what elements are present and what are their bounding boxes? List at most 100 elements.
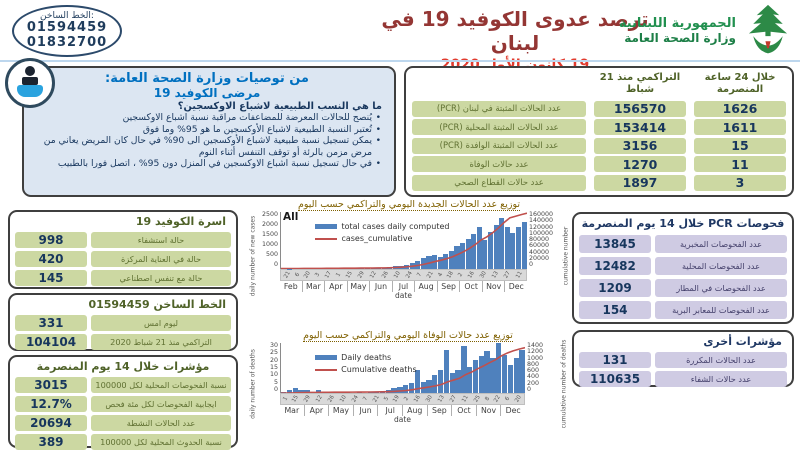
chart-title: توزيع عدد الحالات الجديدة اليومي والتراك… xyxy=(297,199,521,211)
x-axis-label: date xyxy=(395,290,412,300)
table-corner xyxy=(412,70,586,98)
bar xyxy=(507,364,513,394)
x-tick-day: 12 xyxy=(368,270,378,280)
ministry-line1: الجمهورية اللبنانية xyxy=(618,15,736,31)
covid-beds-box: اسرة الكوفيد 19 حالة استشفاء 998 حالة في … xyxy=(8,210,238,289)
table-row-label: عدد الحالات المثبتة الوافدة (PCR) xyxy=(412,137,586,154)
stat-value: 998 xyxy=(15,232,87,248)
bar xyxy=(443,349,450,394)
bar xyxy=(455,369,461,394)
ministry-line2: وزارة الصحة العامة xyxy=(624,30,736,45)
stat-value: 331 xyxy=(15,315,87,331)
x-tick-day: 26 xyxy=(327,394,336,404)
y-tick: 0 xyxy=(273,386,278,394)
daily-deaths-chart: توزيع عدد حالات الوفاة اليومي والتراكمي … xyxy=(248,330,568,448)
legend-item: Daily deaths xyxy=(315,353,416,362)
other-indicators-box: مؤشرات أخرى عدد الحالات المكررة 131 عدد ح… xyxy=(572,330,794,387)
y-tick: 500 xyxy=(265,251,278,259)
month-label: Nov xyxy=(481,280,505,292)
beds-box-title: اسرة الكوفيد 19 xyxy=(135,215,226,228)
y-tick: 140000 xyxy=(529,217,554,225)
bar xyxy=(420,258,426,269)
x-tick-day: 29 xyxy=(356,270,366,280)
y-tick: 20 xyxy=(269,356,278,364)
x-tick-day: 10 xyxy=(392,270,402,280)
y-tick: 0 xyxy=(273,261,278,269)
x-axis-label: date xyxy=(394,415,411,425)
x-tick-day: 12 xyxy=(315,394,324,404)
bar xyxy=(493,224,499,269)
page-title-block: ترصد عدوى الكوفيد 19 في لبنان 19 كانون ا… xyxy=(375,7,655,73)
bar xyxy=(449,373,455,394)
x-tick-day: 16 xyxy=(412,394,422,404)
x-tick-day: 16 xyxy=(467,270,476,280)
table-row-label: عدد الحالات المثبتة في لبنان (PCR) xyxy=(412,100,586,117)
bar xyxy=(467,366,473,394)
stat-value: 13845 xyxy=(579,235,651,253)
y-tick: 10 xyxy=(269,371,278,379)
chart-legend: total cases daily computed cases_cumulati… xyxy=(315,222,449,243)
x-axis-months: Feb Mar Apr May Jun Jul Aug Sep Oct Nov Dec xyxy=(280,280,527,292)
legend-item: total cases daily computed xyxy=(315,222,449,231)
bar-swatch xyxy=(315,224,338,229)
recommendation-bullet: يُنصح للحالات المعرضة للمضاعفات مراقبة ن… xyxy=(32,112,382,124)
table-row-cumulative: 156570 xyxy=(594,100,686,117)
plot-area: Daily deaths Cumulative deaths xyxy=(280,343,525,394)
stat-label: عدد الحالات المكررة xyxy=(655,352,787,368)
y-tick: 0 xyxy=(527,386,532,394)
x-tick-day: 21 xyxy=(371,394,381,404)
y-tick: 200 xyxy=(527,379,540,387)
x-tick-day: 25 xyxy=(472,394,482,404)
chart-corner-label: All xyxy=(283,211,299,223)
table-row-daily: 11 xyxy=(694,156,786,172)
legend-label: total cases daily computed xyxy=(341,222,450,231)
month-label: May xyxy=(328,405,353,417)
x-tick-day: 17 xyxy=(323,270,333,280)
table-row-label: عدد حالات الوفاة xyxy=(412,156,586,172)
bar xyxy=(292,388,298,394)
month-label: Mar xyxy=(301,280,325,292)
month-label: Feb xyxy=(283,281,298,291)
bar xyxy=(519,349,525,394)
y-axis-label-right: cumulative number xyxy=(562,226,569,286)
month-label: Sep xyxy=(436,280,460,292)
y-tick: 15 xyxy=(269,364,278,372)
y-tick: 100000 xyxy=(529,229,554,237)
stat-label: حالة مع تنفس اصطناعي xyxy=(91,270,231,286)
recommendations-box: من توصيات وزارة الصحة العامة: مرضى الكوف… xyxy=(22,66,396,197)
month-label: Dec xyxy=(504,280,527,292)
bar xyxy=(408,383,415,394)
month-label: Sep xyxy=(426,405,452,417)
x-tick-day: 30 xyxy=(479,270,488,280)
stat-label: عدد حالات الشفاء xyxy=(655,371,787,387)
x-tick-day: 24 xyxy=(405,270,414,280)
bar xyxy=(471,234,477,269)
month-label: Dec xyxy=(500,405,525,417)
month-label: Apr xyxy=(324,280,347,292)
y-tick: 600 xyxy=(527,367,540,375)
y-tick: 0 xyxy=(529,261,534,269)
stat-value: 389 xyxy=(15,434,87,450)
y-tick: 40000 xyxy=(529,248,550,256)
bar xyxy=(510,233,516,269)
stat-label: حالة في العناية المركزة xyxy=(91,251,231,267)
recommendations-subtitle: مرضى الكوفيد 19 xyxy=(153,86,261,100)
table-row-cumulative: 3156 xyxy=(594,137,686,154)
bar xyxy=(504,226,510,269)
bar xyxy=(414,369,420,394)
bar xyxy=(465,238,471,269)
x-axis-tickband: 1 15 29 12 26 10 24 7 21 5 19 2 16 30 13 27 11 25 8 22 6 20 xyxy=(280,393,525,406)
month-label: Jun xyxy=(352,405,378,417)
x-tick-day: 20 xyxy=(513,394,523,404)
month-label: May xyxy=(346,280,370,292)
stat-label: عدد الفحوصات في المطار xyxy=(655,279,787,297)
stat-label: عدد الحالات النشطة xyxy=(91,415,231,431)
daily-cases-chart: توزيع عدد الحالات الجديدة اليومي والتراك… xyxy=(248,199,570,328)
bar xyxy=(476,227,482,269)
table-row-daily: 1626 xyxy=(694,100,786,117)
y-axis-label-left: daily number of new cases xyxy=(249,215,256,297)
y-axis-ticks-left: 2500 2000 1500 1000 500 0 xyxy=(257,211,280,300)
x-tick-day: 24 xyxy=(351,394,360,404)
line-series xyxy=(281,343,525,393)
recommendations-title: من توصيات وزارة الصحة العامة: xyxy=(105,71,309,86)
